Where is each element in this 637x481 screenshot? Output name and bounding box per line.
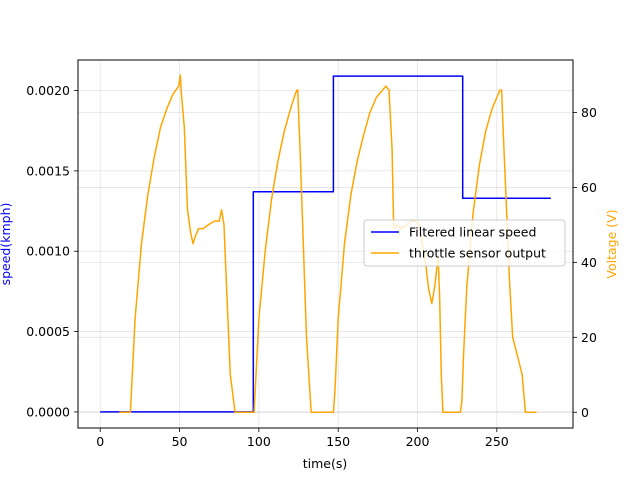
y-axis-label-right: Voltage (V) xyxy=(604,209,619,278)
legend-label-speed: Filtered linear speed xyxy=(409,225,536,240)
x-tick-label: 250 xyxy=(485,434,509,449)
y-tick-label-right: 0 xyxy=(581,405,589,420)
y-tick-label-right: 40 xyxy=(581,255,597,270)
x-axis-label: time(s) xyxy=(303,456,348,471)
y-tick-label-right: 80 xyxy=(581,105,597,120)
y-tick-label-left: 0.0015 xyxy=(26,163,70,178)
x-tick-label: 150 xyxy=(326,434,350,449)
plot-frame xyxy=(77,59,574,429)
legend-box xyxy=(363,219,566,267)
x-tick-label: 200 xyxy=(406,434,430,449)
series-layer xyxy=(100,74,551,414)
x-tick-label: 100 xyxy=(247,434,271,449)
y-tick-label-right: 60 xyxy=(581,180,597,195)
y-axis-left: 0.0000 0.0005 0.0010 0.0015 0.0020 xyxy=(26,83,78,419)
series-speed-line xyxy=(100,75,551,413)
y-axis-right: 0 20 40 60 80 xyxy=(573,105,597,420)
y-tick-label-left: 0.0020 xyxy=(26,83,70,98)
y-tick-label-left: 0.0010 xyxy=(26,244,70,259)
series-throttle-line xyxy=(119,74,537,414)
y-tick-label-left: 0.0000 xyxy=(26,404,70,419)
x-axis: 0 50 100 150 200 250 xyxy=(96,428,509,449)
x-tick-label: 0 xyxy=(96,434,104,449)
legend-label-throttle: throttle sensor output xyxy=(409,246,546,261)
x-tick-label: 50 xyxy=(172,434,188,449)
y-tick-label-left: 0.0005 xyxy=(26,324,70,339)
y-tick-label-right: 20 xyxy=(581,330,597,345)
legend: Filtered linear speed throttle sensor ou… xyxy=(363,219,566,267)
y-axis-label-left: speed(kmph) xyxy=(0,203,13,286)
